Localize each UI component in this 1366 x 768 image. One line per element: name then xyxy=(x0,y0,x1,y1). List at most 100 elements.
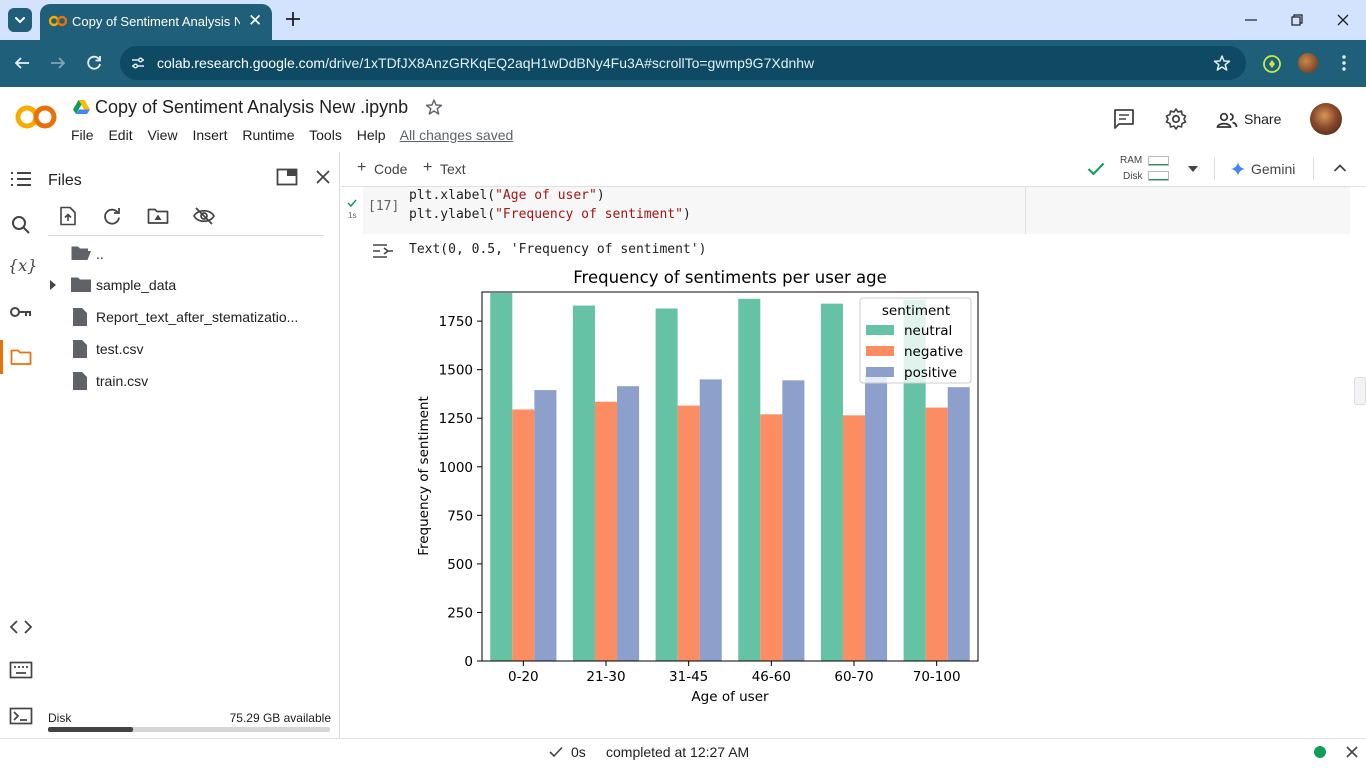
menu-help[interactable]: Help xyxy=(356,127,386,143)
site-info-icon[interactable] xyxy=(130,55,146,71)
output-actions-icon[interactable] xyxy=(372,242,394,260)
toolbar-divider xyxy=(1313,158,1314,180)
google-drive-icon[interactable] xyxy=(73,99,90,114)
browser-tab-strip: Copy of Sentiment Analysis New .ipynb - … xyxy=(0,0,1366,40)
extension-icon[interactable] xyxy=(1262,54,1282,74)
address-bar[interactable]: colab.research.google.com/drive/1xTDfJX8… xyxy=(120,46,1246,80)
x-tick-label: 31-45 xyxy=(669,669,708,685)
open-in-tab-icon[interactable] xyxy=(276,168,298,186)
menu-edit[interactable]: Edit xyxy=(108,127,133,143)
bar-neutral-60-70 xyxy=(820,303,843,661)
secrets-key-icon[interactable] xyxy=(9,304,33,320)
variables-icon[interactable]: {x} xyxy=(8,256,38,275)
menu-view[interactable]: View xyxy=(147,127,178,143)
bar-positive-70-100 xyxy=(947,387,970,661)
hide-files-icon[interactable] xyxy=(192,206,216,226)
close-status-icon[interactable] xyxy=(1345,745,1359,759)
plot-frame xyxy=(481,291,979,662)
ram-meter[interactable] xyxy=(1148,156,1169,166)
legend-label-neutral: neutral xyxy=(904,323,952,339)
bar-positive-0-20 xyxy=(534,390,557,661)
menu-runtime[interactable]: Runtime xyxy=(242,127,295,143)
disk-usage-bar xyxy=(48,727,330,732)
code-snippets-icon[interactable] xyxy=(9,618,33,636)
chevron-down-icon xyxy=(15,17,25,24)
y-tick-label: 1250 xyxy=(439,411,473,427)
y-tick-label: 0 xyxy=(464,654,473,670)
disk-label: Disk xyxy=(48,711,72,725)
runtime-dropdown-icon[interactable] xyxy=(1187,165,1199,173)
terminal-icon[interactable] xyxy=(9,706,33,726)
forward-icon[interactable] xyxy=(48,53,68,73)
collapse-chevron-icon[interactable] xyxy=(1333,163,1347,173)
x-tick-label: 21-30 xyxy=(586,669,625,685)
mount-drive-icon[interactable] xyxy=(147,207,169,225)
star-notebook-icon[interactable] xyxy=(425,98,443,116)
disk-usage-fill xyxy=(48,727,133,732)
divider xyxy=(48,235,324,236)
chart-legend: sentiment neutral negative positive xyxy=(859,297,972,384)
tab-search-button[interactable] xyxy=(8,8,32,32)
search-icon[interactable] xyxy=(10,214,32,236)
minimize-icon[interactable] xyxy=(1241,10,1261,30)
y-tick-label: 750 xyxy=(447,508,473,524)
tab-close-icon[interactable]: ✕ xyxy=(248,11,263,30)
add-code-button[interactable]: Code xyxy=(374,161,408,177)
bar-negative-46-60 xyxy=(760,414,783,661)
expand-arrow-icon[interactable] xyxy=(48,279,58,291)
colab-header: Copy of Sentiment Analysis New .ipynb Fi… xyxy=(0,87,1366,152)
legend-title: sentiment xyxy=(882,303,950,319)
bookmark-star-icon[interactable] xyxy=(1213,54,1231,72)
bar-negative-0-20 xyxy=(512,409,535,661)
upload-file-icon[interactable] xyxy=(58,206,78,226)
folder-icon[interactable] xyxy=(10,348,32,366)
cell-divider xyxy=(1025,187,1026,234)
comments-icon[interactable] xyxy=(1112,107,1136,131)
gemini-button[interactable]: Gemini xyxy=(1251,161,1296,177)
browser-tab-active[interactable]: Copy of Sentiment Analysis New .ipynb - … xyxy=(40,4,272,40)
code-editor[interactable]: plt.xlabel("Age of user") plt.ylabel("Fre… xyxy=(409,186,691,224)
save-status-link[interactable]: All changes saved xyxy=(399,127,514,143)
sentiment-bar-chart: Frequency of sentiments per user age 0-2… xyxy=(416,268,979,705)
files-panel: Files .. sample_data Report_text_after_s… xyxy=(40,152,340,738)
reload-icon[interactable] xyxy=(84,53,104,73)
legend-swatch-negative xyxy=(866,346,894,356)
disk-available: 75.29 GB available xyxy=(229,711,331,725)
back-icon[interactable] xyxy=(12,53,32,73)
legend-swatch-neutral xyxy=(866,325,894,335)
x-tick-label: 60-70 xyxy=(834,669,873,685)
menu-file[interactable]: File xyxy=(71,127,94,143)
close-window-icon[interactable] xyxy=(1333,10,1353,30)
new-tab-button[interactable] xyxy=(282,8,304,30)
x-tick-label: 70-100 xyxy=(913,669,961,685)
bar-neutral-70-100 xyxy=(903,299,926,661)
disk-meter[interactable] xyxy=(1148,171,1169,181)
side-rail: {x} xyxy=(0,152,40,738)
more-vert-icon[interactable] xyxy=(1334,53,1354,73)
menu-insert[interactable]: Insert xyxy=(192,127,228,143)
settings-gear-icon[interactable] xyxy=(1164,107,1188,131)
restore-icon[interactable] xyxy=(1287,10,1307,30)
notebook-scrollbar-thumb[interactable] xyxy=(1354,377,1366,405)
people-icon xyxy=(1216,112,1238,128)
legend-swatch-positive xyxy=(866,367,894,377)
profile-avatar[interactable] xyxy=(1298,53,1318,73)
runtime-status-dot xyxy=(1314,746,1326,758)
y-tick-label: 500 xyxy=(447,557,473,573)
refresh-icon[interactable] xyxy=(102,206,122,226)
folder-open-icon xyxy=(71,246,91,260)
notebook-title[interactable]: Copy of Sentiment Analysis New .ipynb xyxy=(95,97,409,117)
chart-title: Frequency of sentiments per user age xyxy=(573,268,887,287)
menu-tools[interactable]: Tools xyxy=(309,127,342,143)
add-text-button[interactable]: Text xyxy=(440,161,466,177)
status-elapsed: 0s xyxy=(571,744,586,760)
toc-icon[interactable] xyxy=(10,170,32,188)
file-icon xyxy=(73,372,87,390)
command-palette-icon[interactable] xyxy=(9,660,33,680)
status-check-icon xyxy=(549,746,563,758)
code-line: plt.xlabel("Age of user") xyxy=(409,188,605,203)
file-icon xyxy=(73,308,87,326)
user-avatar[interactable] xyxy=(1310,103,1342,135)
close-panel-icon[interactable] xyxy=(314,168,332,186)
code-cell[interactable] xyxy=(363,187,1350,234)
